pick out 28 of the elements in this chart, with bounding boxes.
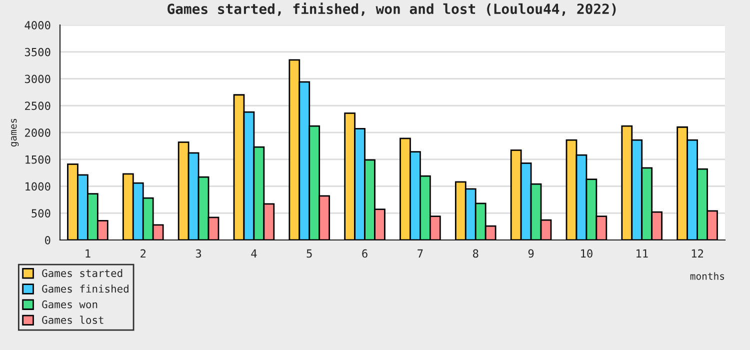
legend-label: Games finished bbox=[42, 284, 128, 293]
x-tick-label: 1 bbox=[86, 249, 90, 258]
x-axis-title: months bbox=[690, 272, 724, 280]
y-tick-label: 500 bbox=[32, 209, 50, 218]
x-tick-label: 2 bbox=[140, 249, 146, 258]
x-tick-label: 10 bbox=[581, 249, 592, 258]
legend-label: Games started bbox=[42, 269, 122, 278]
x-tick-label: 8 bbox=[472, 249, 478, 258]
x-tick-label: 9 bbox=[528, 249, 534, 258]
y-tick-label: 2500 bbox=[25, 102, 50, 110]
y-tick-label: 4000 bbox=[24, 21, 50, 30]
x-tick-label: 5 bbox=[306, 249, 312, 258]
y-tick-label: 0 bbox=[45, 236, 50, 244]
x-tick-label: 6 bbox=[362, 249, 368, 258]
x-tick-label: 11 bbox=[636, 249, 648, 258]
y-tick-label: 1000 bbox=[26, 182, 50, 191]
x-tick-label: 12 bbox=[692, 249, 704, 258]
y-tick-label: 3500 bbox=[24, 48, 50, 56]
x-tick-label: 4 bbox=[251, 249, 257, 258]
x-tick-label: 7 bbox=[418, 249, 423, 258]
x-tick-label: 3 bbox=[196, 249, 202, 258]
chart-title: Games started, finished, won and lost (Loulou44, 2022) bbox=[168, 2, 616, 16]
legend-label: Games lost bbox=[42, 316, 104, 324]
y-tick-label: 3000 bbox=[24, 74, 50, 84]
y-tick-label: 2000 bbox=[25, 128, 50, 137]
y-axis-title: games bbox=[11, 118, 19, 147]
legend-label: Games won bbox=[42, 300, 98, 308]
y-tick-label: 1500 bbox=[26, 155, 50, 164]
